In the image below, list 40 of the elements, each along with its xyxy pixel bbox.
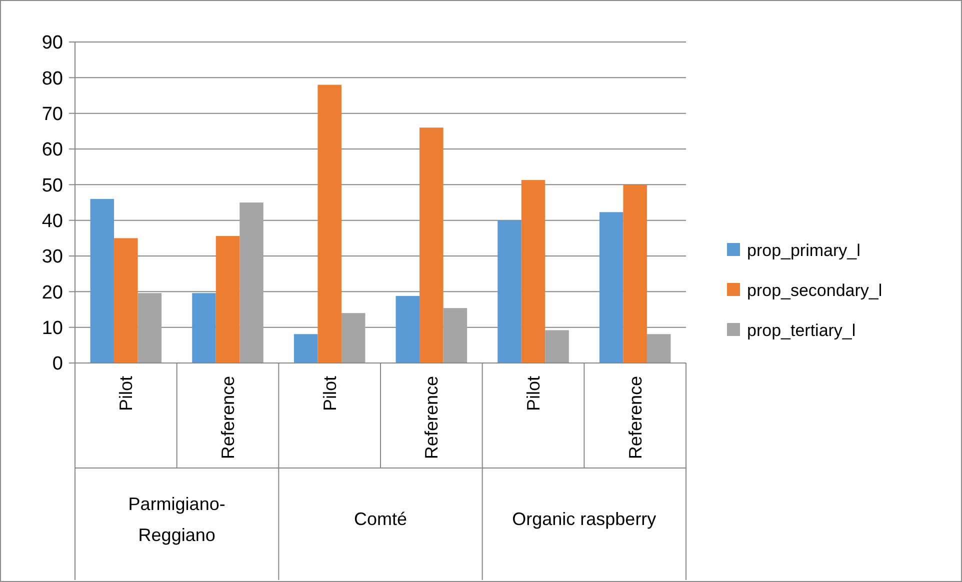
bar — [521, 180, 546, 363]
y-tick-label: 40 — [42, 210, 63, 232]
bar — [114, 238, 138, 363]
bar — [599, 212, 624, 363]
bar — [498, 220, 522, 363]
bar — [341, 313, 366, 363]
y-tick-label: 10 — [42, 318, 63, 339]
bar — [240, 202, 264, 363]
text: Parmigiano-Reggiano — [128, 494, 226, 545]
bar — [623, 184, 647, 363]
x-tick-label: Reference — [625, 376, 646, 460]
text: Organic raspberry — [512, 509, 656, 529]
bar — [545, 330, 569, 363]
x-tick-label: Pilot — [116, 376, 136, 412]
bar — [138, 293, 162, 363]
x-tick-label: Pilot — [524, 376, 544, 412]
y-tick-label: 60 — [42, 140, 63, 161]
bar — [420, 128, 444, 363]
bar — [396, 296, 420, 363]
bar — [192, 293, 216, 363]
y-tick-label: 90 — [42, 32, 63, 54]
y-tick-label: 0 — [52, 354, 63, 375]
x-tick-label: Pilot — [320, 376, 340, 412]
text: Comté — [354, 509, 408, 529]
bar — [646, 334, 671, 363]
x-tick-label: Reference — [218, 376, 238, 460]
y-tick-label: 80 — [42, 68, 63, 90]
y-tick-label: 20 — [42, 282, 63, 304]
bar — [443, 308, 468, 363]
x-tick-label: Reference — [422, 376, 442, 460]
y-tick-label: 70 — [42, 104, 63, 125]
bar — [216, 236, 240, 363]
bar — [90, 198, 114, 363]
y-tick-label: 30 — [42, 246, 63, 268]
legend-label: prop_tertiary_l — [747, 321, 856, 340]
bar — [318, 84, 342, 363]
legend-label: prop_primary_l — [747, 241, 860, 260]
y-tick-label: 50 — [42, 175, 63, 196]
legend-label: prop_secondary_l — [747, 281, 882, 300]
bar — [294, 334, 318, 363]
